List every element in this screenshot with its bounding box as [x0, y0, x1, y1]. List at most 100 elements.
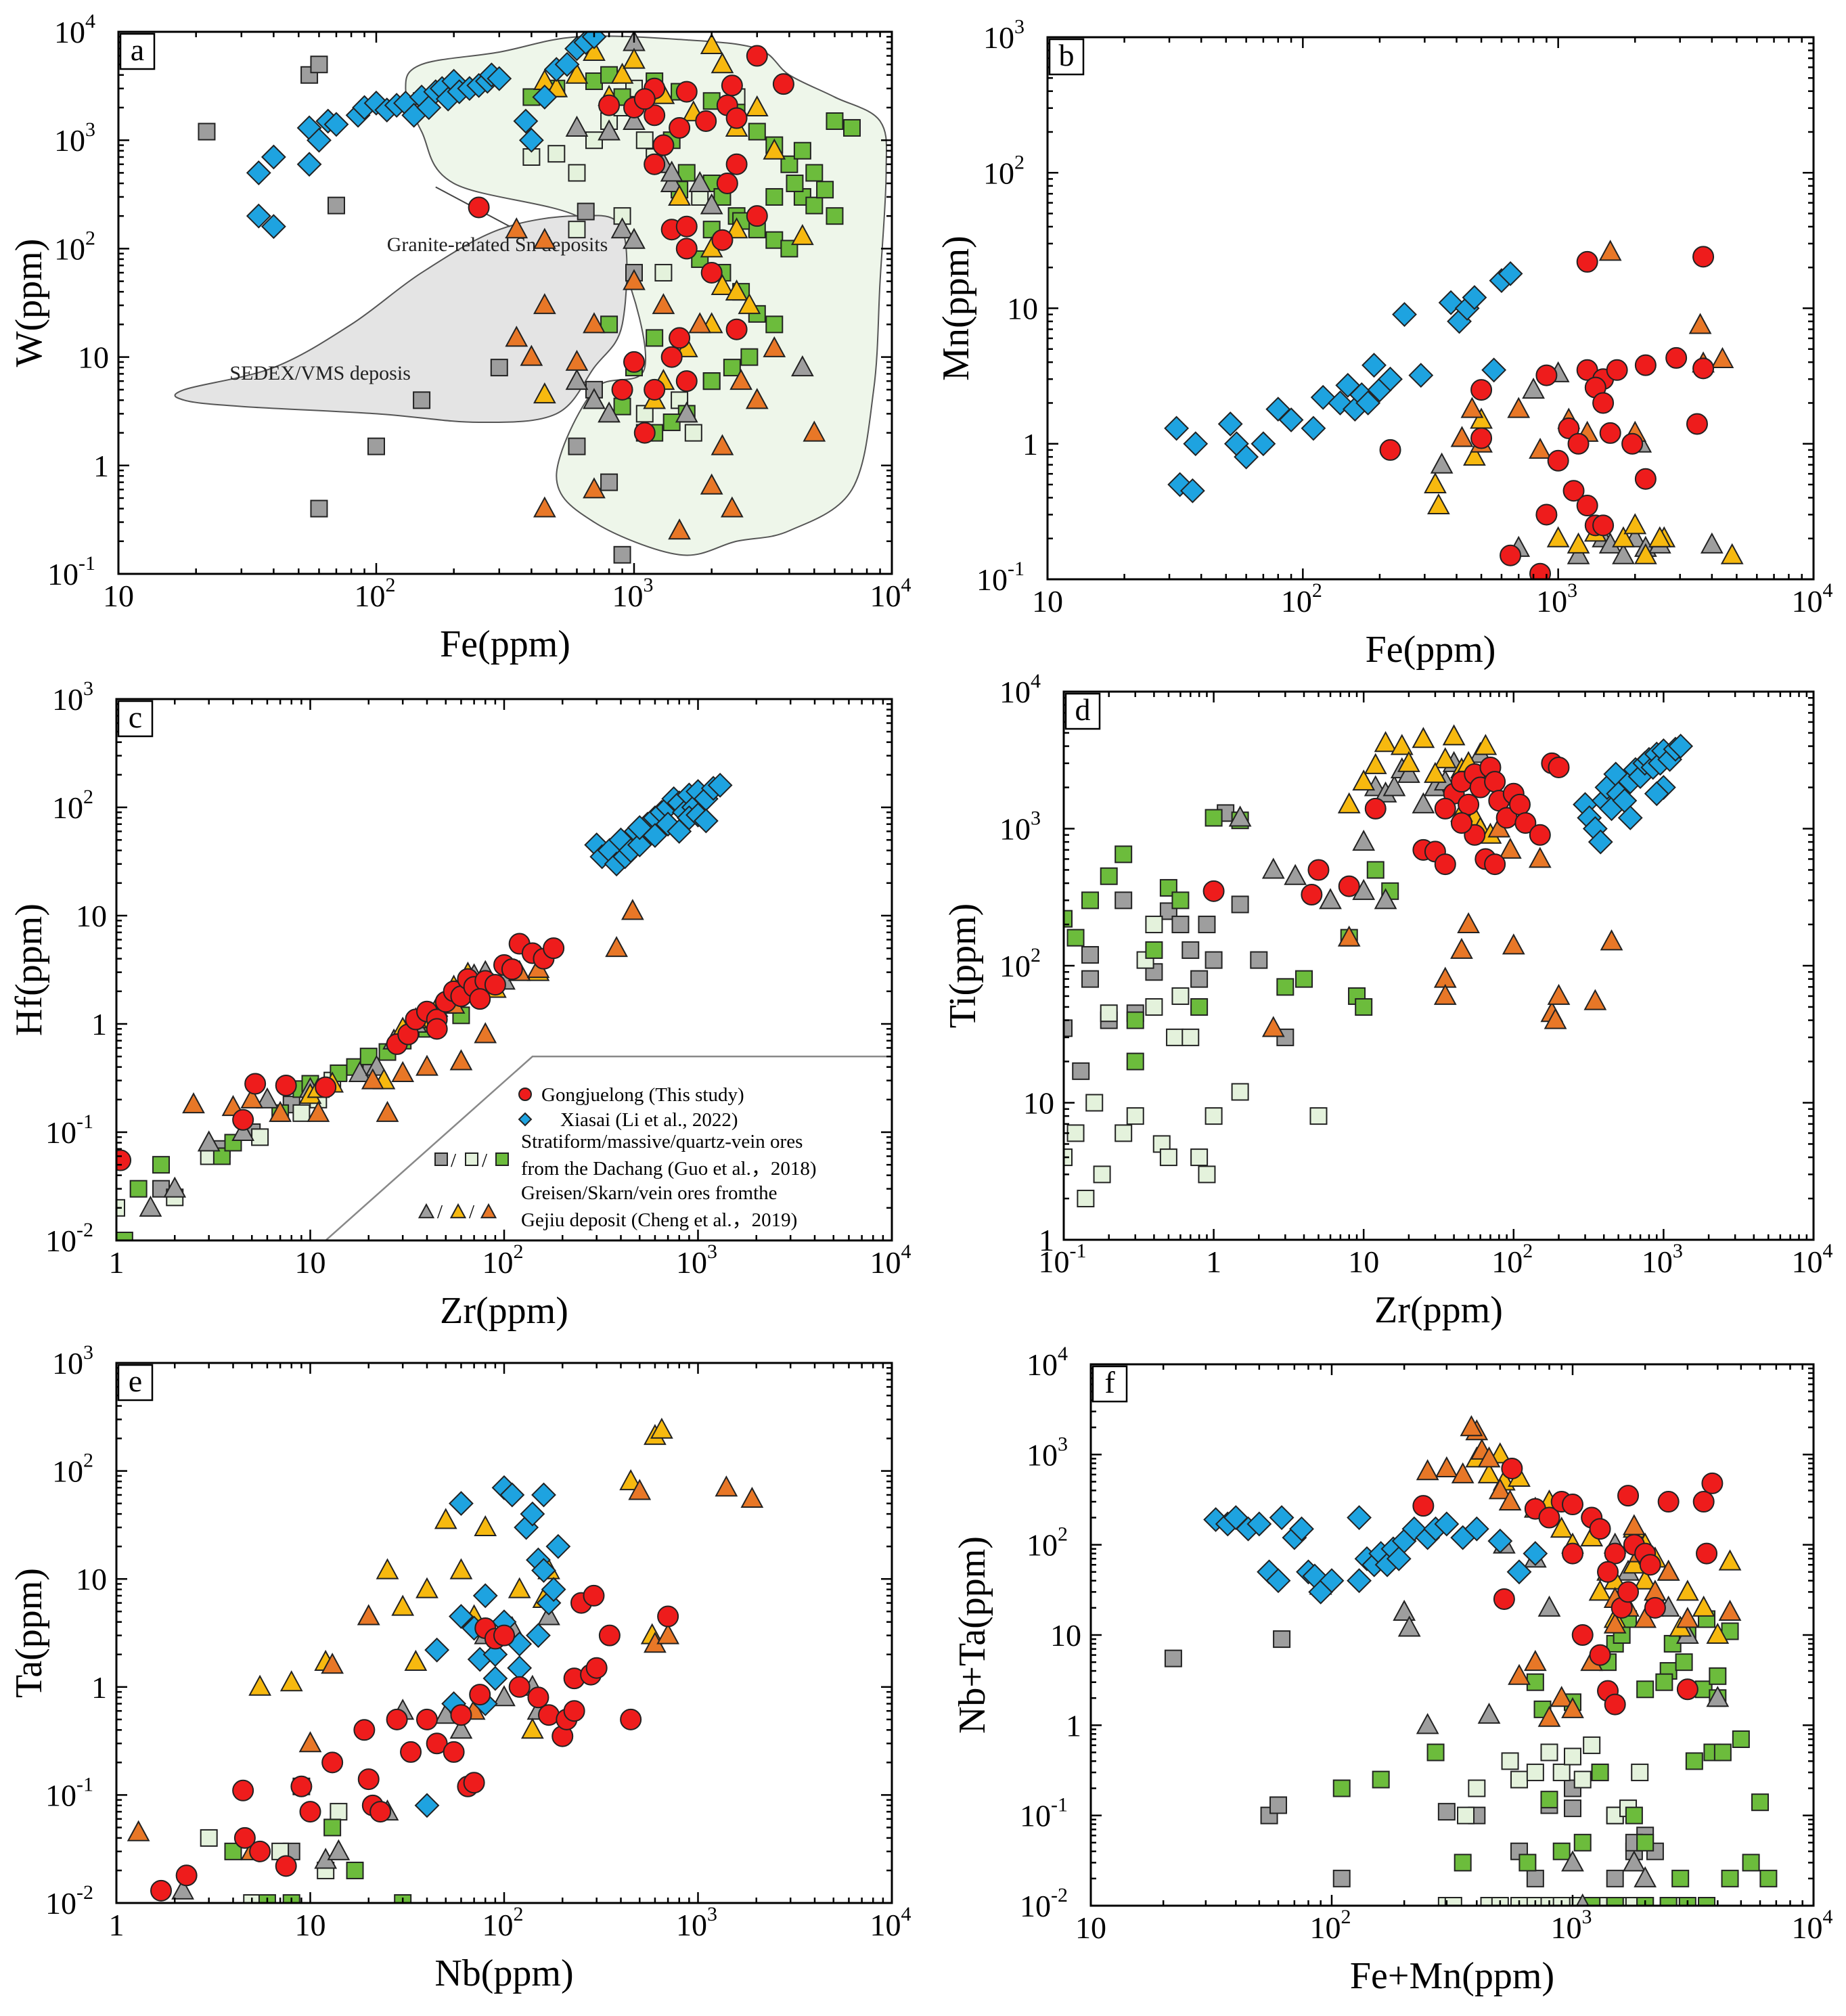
point-gejiu-skarn [520, 1718, 544, 1739]
point-gongjuelong [746, 45, 768, 67]
series-xiasai [246, 32, 607, 240]
point-gongjuelong [675, 81, 698, 103]
point-gongjuelong [1535, 503, 1558, 526]
point-gongjuelong [469, 1684, 491, 1706]
point-xiasai [261, 214, 286, 240]
point-xiasai [1361, 353, 1387, 378]
point-gongjuelong [1558, 417, 1580, 439]
point-dachang-quartz-vein [1372, 1770, 1390, 1789]
x-tick-label: 104 [870, 574, 911, 613]
series-gongjuelong [1202, 752, 1570, 906]
point-gejiu-greisen [1567, 543, 1590, 564]
point-gejiu-vein [1261, 1016, 1285, 1037]
point-gongjuelong [1514, 812, 1537, 834]
point-gejiu-greisen [623, 227, 646, 249]
point-gongjuelong [493, 1624, 515, 1647]
point-gejiu-vein [357, 1604, 380, 1626]
point-gongjuelong [1567, 432, 1590, 455]
point-gejiu-greisen [1622, 1850, 1646, 1872]
point-gejiu-skarn [1567, 532, 1590, 554]
point-xiasai [1644, 781, 1669, 807]
point-gejiu-vein [1457, 912, 1480, 934]
point-gongjuelong [746, 205, 768, 227]
point-xiasai [531, 1482, 556, 1508]
point-gejiu-skarn [610, 62, 634, 84]
point-dachang-stratiform [1190, 970, 1209, 988]
point-gejiu-vein [1488, 1478, 1512, 1500]
series-xiasai [1573, 734, 1694, 855]
point-gongjuelong [1597, 1561, 1619, 1583]
point-xiasai [1251, 431, 1276, 457]
point-gejiu-skarn [533, 382, 556, 404]
point-gongjuelong [1692, 1491, 1715, 1513]
legend-marker-gejiu-vein [480, 1203, 497, 1219]
point-dachang-quartz-vein [129, 1180, 148, 1198]
legend-label-gejiu-1: Greisen/Skarn/vein ores fromthe [521, 1182, 778, 1204]
point-xiasai [1506, 1559, 1532, 1585]
point-dachang-stratiform [413, 391, 431, 409]
point-gejiu-vein [1450, 426, 1474, 447]
x-tick-label: 10 [103, 579, 134, 613]
point-dachang-quartz-vein [1081, 891, 1100, 910]
legend-label-dachang-2: from the Dachang (Guo et al.，2018) [521, 1158, 816, 1180]
x-tick-label: 1 [109, 1908, 125, 1942]
x-tick-label: 102 [1491, 1240, 1533, 1279]
x-axis-label: Fe+Mn(ppm) [1350, 1955, 1554, 1997]
point-dachang-quartz-vein [1295, 970, 1313, 988]
x-tick-label: 102 [355, 574, 396, 613]
point-dachang-stratiform [1231, 895, 1249, 914]
legend-separator: / [482, 1150, 488, 1171]
point-gongjuelong [450, 1704, 472, 1726]
point-gongjuelong [711, 229, 734, 251]
point-dachang-massive [1066, 1124, 1085, 1142]
point-gejiu-vein [1450, 937, 1473, 959]
point-gongjuelong [116, 1149, 132, 1171]
point-gongjuelong [275, 1855, 297, 1877]
point-gongjuelong [675, 238, 698, 260]
x-tick-label: 104 [870, 1240, 911, 1280]
y-tick-label: 10-2 [1020, 1884, 1068, 1923]
point-gejiu-vein [1718, 1599, 1742, 1621]
y-tick-label: 10 [76, 1562, 107, 1596]
y-tick-label: 103 [999, 807, 1041, 847]
point-gongjuelong [357, 1768, 380, 1791]
point-gejiu-skarn [434, 1508, 457, 1529]
y-tick-label: 1 [91, 1007, 107, 1041]
point-gongjuelong [1634, 354, 1657, 376]
y-tick-label: 1 [1066, 1708, 1081, 1743]
y-tick-label: 104 [999, 670, 1041, 709]
point-gejiu-vein [1598, 240, 1622, 261]
point-gejiu-vein [127, 1820, 150, 1841]
point-dachang-massive [1159, 1148, 1177, 1167]
y-tick-label: 1 [93, 449, 109, 483]
y-tick-label: 102 [52, 1450, 93, 1489]
point-dachang-quartz-vein [765, 231, 784, 249]
legend-marker-gejiu-greisen [418, 1203, 435, 1219]
point-dachang-quartz-vein [1171, 891, 1190, 910]
point-gejiu-vein [533, 227, 556, 249]
point-dachang-quartz-vein [826, 207, 844, 225]
point-dachang-massive [1510, 1770, 1529, 1789]
point-gejiu-skarn [1424, 761, 1447, 783]
point-gejiu-vein [1561, 1697, 1584, 1718]
y-tick-label: 10-1 [45, 1773, 93, 1812]
point-gongjuelong [1307, 859, 1330, 881]
point-gejiu-skarn [1546, 526, 1570, 547]
point-gejiu-vein [1537, 1705, 1561, 1727]
point-gejiu-greisen [1352, 830, 1376, 851]
point-dachang-quartz-vein [702, 372, 721, 390]
point-gejiu-greisen [1706, 1686, 1730, 1707]
point-gejiu-skarn [1426, 493, 1450, 515]
point-gongjuelong [468, 196, 490, 219]
point-gongjuelong [1599, 422, 1621, 444]
point-gejiu-vein [321, 1653, 344, 1674]
point-gejiu-greisen [688, 171, 712, 192]
point-gongjuelong [1484, 771, 1506, 793]
x-tick-label: 10 [1348, 1245, 1379, 1279]
point-gejiu-skarn [790, 224, 814, 246]
point-dachang-massive [1171, 987, 1190, 1005]
point-dachang-quartz-vein [1366, 861, 1384, 879]
point-gejiu-skarn [1634, 543, 1657, 564]
point-xiasai [1265, 1568, 1291, 1594]
